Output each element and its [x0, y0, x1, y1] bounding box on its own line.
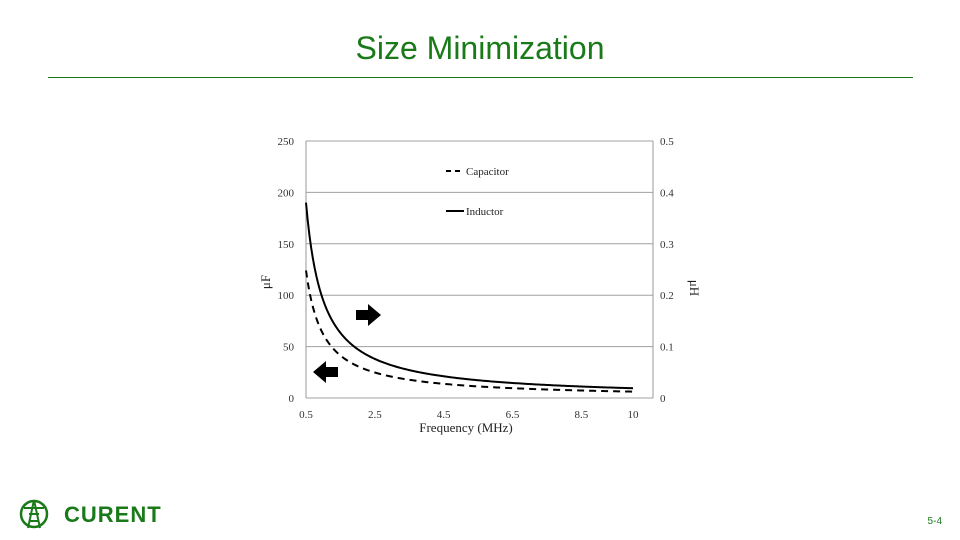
x-tick-label: 8.5	[574, 409, 588, 421]
left-tick-label: 250	[278, 136, 295, 148]
curent-logo: CURENT	[18, 494, 161, 534]
right-arrow-icon	[356, 304, 381, 326]
left-tick-label: 0	[289, 393, 295, 405]
x-axis-title: Frequency (MHz)	[419, 420, 513, 435]
left-axis-title: μF	[258, 275, 273, 289]
series-line-capacitor	[305, 270, 634, 393]
legend-label: Capacitor	[466, 166, 509, 178]
left-tick-label: 200	[278, 187, 295, 199]
right-axis-title: μH	[687, 280, 702, 296]
x-tick-label: 2.5	[368, 409, 382, 421]
series-line-inductor	[305, 202, 634, 390]
left-axis-ticks: 0 50 100 150 200 250	[278, 136, 295, 405]
tower-logo-icon	[19, 499, 49, 529]
left-tick-label: 50	[283, 342, 295, 354]
x-tick-label: 4.5	[437, 409, 451, 421]
right-tick-label: 0.3	[660, 239, 674, 251]
left-tick-label: 150	[278, 239, 295, 251]
x-axis-ticks: 0.5 2.5 4.5 6.5 8.5 10	[299, 409, 639, 421]
right-tick-label: 0	[660, 393, 666, 405]
right-tick-label: 0.1	[660, 342, 674, 354]
left-arrow-icon	[313, 361, 338, 383]
x-tick-label: 6.5	[506, 409, 520, 421]
grid-lines	[305, 140, 654, 399]
right-tick-label: 0.5	[660, 136, 674, 148]
slide-title: Size Minimization	[355, 30, 605, 66]
title-divider	[48, 77, 913, 78]
series-layer	[305, 202, 634, 393]
legend: Capacitor Inductor	[446, 166, 509, 218]
left-tick-label: 100	[278, 290, 295, 302]
page-number: 5-4	[927, 516, 942, 527]
x-tick-label: 0.5	[299, 409, 313, 421]
right-axis-ticks: 0 0.1 0.2 0.3 0.4 0.5	[660, 136, 674, 405]
right-tick-label: 0.2	[660, 290, 674, 302]
logo-text: CURENT	[64, 502, 162, 527]
right-tick-label: 0.4	[660, 187, 674, 199]
x-tick-label: 10	[628, 409, 640, 421]
legend-label: Inductor	[466, 206, 504, 218]
